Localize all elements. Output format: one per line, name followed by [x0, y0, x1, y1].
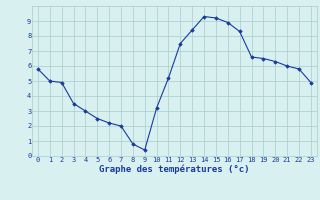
X-axis label: Graphe des températures (°c): Graphe des températures (°c) [99, 164, 250, 174]
